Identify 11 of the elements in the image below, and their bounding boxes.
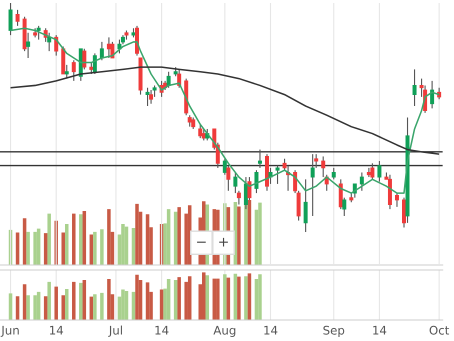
x-tick-label: Jul <box>108 326 122 337</box>
x-tick-label: Jun <box>0 326 19 337</box>
x-tick-label: 14 <box>155 326 168 335</box>
x-tick-label: Aug <box>213 326 236 337</box>
x-tick-label: 14 <box>50 326 64 335</box>
x-tick-label: 14 <box>373 326 386 335</box>
x-tick-label: 14 <box>264 326 278 335</box>
x-tick-label: Oct <box>430 326 450 335</box>
annotation: + <box>219 238 228 247</box>
annotation: − <box>197 242 206 243</box>
x-tick-label: Sep <box>323 326 344 337</box>
